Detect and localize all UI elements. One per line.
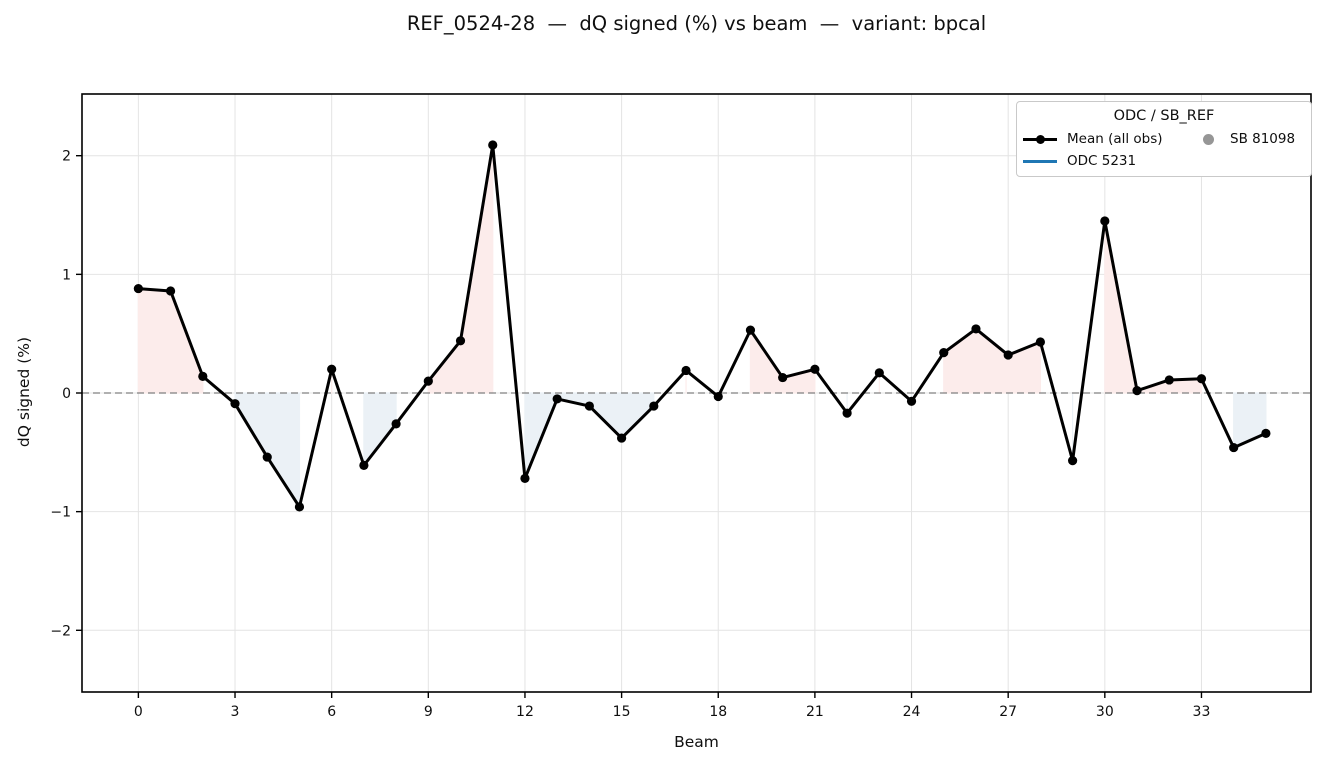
x-tick-label: 18 [709, 704, 727, 720]
positive-fill [943, 328, 1041, 394]
data-point [262, 452, 272, 462]
x-tick-label: 3 [231, 704, 240, 720]
x-tick-label: 27 [999, 704, 1017, 720]
positive-fill [749, 329, 816, 394]
data-point [971, 324, 981, 334]
y-tick-label: −1 [50, 505, 71, 521]
legend-title: ODC / SB_REF [1113, 108, 1215, 124]
data-point [1196, 374, 1207, 384]
data-point [649, 401, 659, 411]
data-point [584, 401, 594, 411]
y-axis-label: dQ signed (%) [15, 336, 33, 448]
data-point [1100, 216, 1110, 226]
data-point [455, 336, 466, 346]
data-point [230, 399, 240, 409]
legend-label-mean: Mean (all obs) [1067, 131, 1163, 147]
x-tick-label: 24 [903, 704, 921, 720]
data-point [617, 433, 627, 443]
data-point [713, 391, 723, 402]
mean-line [136, 143, 1268, 509]
data-point [1164, 375, 1174, 385]
legend-item-mean: Mean (all obs) [1023, 128, 1199, 150]
data-point [198, 371, 208, 381]
data-point [745, 325, 756, 335]
positive-fill [1104, 220, 1203, 394]
data-point [133, 283, 143, 294]
chart-title: REF_0524-28 — dQ signed (%) vs beam — va… [406, 12, 987, 35]
x-tick-label: 9 [424, 704, 433, 720]
y-tick-label: −2 [50, 623, 71, 639]
positive-fill [137, 287, 204, 394]
data-point [552, 394, 562, 404]
data-point [488, 140, 498, 150]
mean-line-marker-swatch [1023, 133, 1057, 145]
y-tick-label: 2 [62, 149, 71, 165]
y-tick-label: 0 [62, 386, 71, 402]
legend-item-odc: ODC 5231 [1023, 150, 1199, 172]
data-point [939, 348, 949, 358]
x-tick-label: 30 [1096, 704, 1114, 720]
x-tick-label: 0 [134, 704, 143, 720]
x-tick-label: 6 [327, 704, 336, 720]
y-tick-label: 1 [62, 267, 71, 283]
data-point [391, 419, 401, 429]
positive-fill [427, 144, 494, 394]
x-tick-label: 15 [613, 704, 631, 720]
data-point [842, 408, 852, 418]
x-tick-label: 21 [806, 704, 824, 720]
data-point [1132, 386, 1142, 396]
data-point [423, 376, 433, 386]
legend-grid: Mean (all obs) SB 81098 ODC 5231 [1023, 128, 1305, 172]
data-point [906, 396, 917, 406]
legend-label-odc: ODC 5231 [1067, 153, 1137, 169]
data-point [359, 460, 369, 470]
legend-item-sb: SB 81098 [1199, 128, 1305, 150]
data-point [165, 286, 176, 296]
data-point [327, 364, 337, 374]
data-point [874, 368, 884, 378]
data-point [1068, 456, 1078, 466]
legend-label-sb: SB 81098 [1230, 131, 1296, 147]
data-point [1003, 350, 1013, 360]
data-point [520, 473, 530, 484]
data-point [810, 364, 820, 374]
legend: ODC / SB_REF Mean (all obs) SB 81098 ODC… [1016, 101, 1312, 177]
data-point [1035, 337, 1045, 347]
data-point [778, 372, 788, 383]
data-point [681, 365, 691, 376]
data-point [294, 502, 305, 512]
x-axis-label: Beam [674, 733, 719, 751]
x-tick-label: 33 [1193, 704, 1211, 720]
x-tick-label: 12 [516, 704, 534, 720]
data-point [1229, 442, 1239, 453]
sb-dot-swatch [1203, 133, 1214, 145]
odc-line-swatch [1023, 155, 1057, 167]
data-point [1261, 428, 1271, 438]
